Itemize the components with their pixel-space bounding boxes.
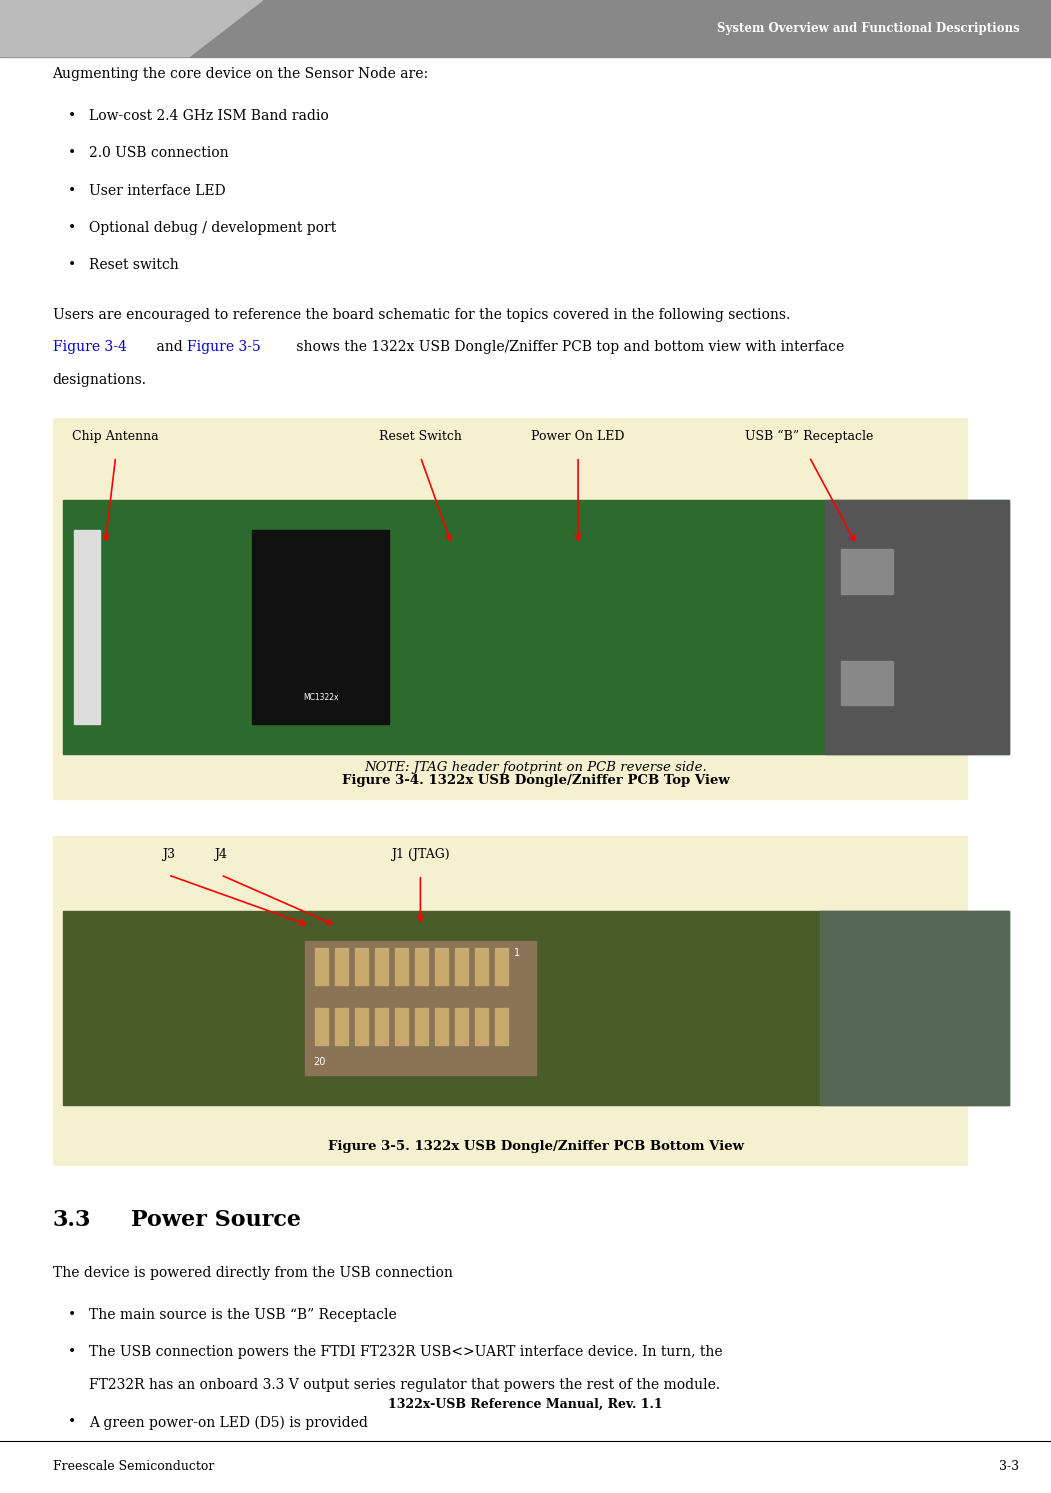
- Text: shows the 1322x USB Dongle/Zniffer PCB top and bottom view with interface: shows the 1322x USB Dongle/Zniffer PCB t…: [292, 340, 844, 354]
- Bar: [305, 941, 536, 1075]
- Bar: [820, 911, 1009, 1105]
- Bar: [53, 836, 967, 1165]
- Text: Optional debug / development port: Optional debug / development port: [89, 221, 336, 234]
- Text: Chip Antenna: Chip Antenna: [73, 430, 159, 443]
- Text: A green power-on LED (D5) is provided: A green power-on LED (D5) is provided: [89, 1415, 368, 1430]
- Text: Figure 3-5: Figure 3-5: [187, 340, 261, 354]
- Bar: [841, 549, 893, 594]
- Bar: [495, 1008, 508, 1045]
- Bar: [415, 948, 428, 985]
- Text: •: •: [68, 109, 77, 122]
- Bar: [475, 1008, 488, 1045]
- Bar: [825, 500, 1009, 754]
- Text: 3-3: 3-3: [1000, 1460, 1019, 1472]
- Text: System Overview and Functional Descriptions: System Overview and Functional Descripti…: [717, 22, 1019, 34]
- Bar: [252, 530, 389, 724]
- Text: J4: J4: [214, 848, 227, 861]
- Bar: [395, 1008, 408, 1045]
- Text: The main source is the USB “B” Receptacle: The main source is the USB “B” Receptacl…: [89, 1308, 397, 1321]
- Text: Power Source: Power Source: [131, 1209, 302, 1232]
- Text: Augmenting the core device on the Sensor Node are:: Augmenting the core device on the Sensor…: [53, 67, 429, 81]
- Text: FT232R has an onboard 3.3 V output series regulator that powers the rest of the : FT232R has an onboard 3.3 V output serie…: [89, 1378, 720, 1391]
- Text: USB “B” Receptacle: USB “B” Receptacle: [745, 430, 873, 443]
- Bar: [335, 1008, 348, 1045]
- Bar: [315, 1008, 328, 1045]
- Text: NOTE: JTAG header footprint on PCB reverse side.: NOTE: JTAG header footprint on PCB rever…: [365, 761, 707, 775]
- Bar: [375, 948, 388, 985]
- Text: User interface LED: User interface LED: [89, 184, 226, 197]
- Bar: [415, 1008, 428, 1045]
- Bar: [355, 1008, 368, 1045]
- Bar: [841, 660, 893, 705]
- Text: The USB connection powers the FTDI FT232R USB<>UART interface device. In turn, t: The USB connection powers the FTDI FT232…: [89, 1345, 723, 1359]
- Bar: [355, 948, 368, 985]
- Text: Figure 3-4: Figure 3-4: [53, 340, 126, 354]
- Text: •: •: [68, 258, 77, 272]
- Bar: [375, 1008, 388, 1045]
- Bar: [335, 948, 348, 985]
- Bar: [495, 948, 508, 985]
- Text: •: •: [68, 146, 77, 160]
- Text: J3: J3: [162, 848, 174, 861]
- Text: MC1322x: MC1322x: [303, 693, 338, 702]
- Text: Reset Switch: Reset Switch: [379, 430, 461, 443]
- Text: Freescale Semiconductor: Freescale Semiconductor: [53, 1460, 214, 1472]
- Text: 3.3: 3.3: [53, 1209, 91, 1232]
- Bar: [435, 948, 448, 985]
- Text: Reset switch: Reset switch: [89, 258, 179, 272]
- Text: Power On LED: Power On LED: [532, 430, 624, 443]
- Bar: [53, 418, 967, 799]
- Text: Users are encouraged to reference the board schematic for the topics covered in : Users are encouraged to reference the bo…: [53, 308, 789, 321]
- Text: 20: 20: [313, 1057, 326, 1067]
- Bar: [0, 0, 1051, 57]
- Text: •: •: [68, 1415, 77, 1429]
- Bar: [435, 1008, 448, 1045]
- Text: •: •: [68, 184, 77, 197]
- Text: and: and: [152, 340, 187, 354]
- Text: designations.: designations.: [53, 373, 146, 387]
- Bar: [315, 948, 328, 985]
- Text: 1: 1: [514, 948, 520, 959]
- Text: 2.0 USB connection: 2.0 USB connection: [89, 146, 229, 160]
- Bar: [475, 948, 488, 985]
- Text: •: •: [68, 1345, 77, 1359]
- Text: Low-cost 2.4 GHz ISM Band radio: Low-cost 2.4 GHz ISM Band radio: [89, 109, 329, 122]
- Bar: [74, 530, 100, 724]
- Text: 1322x-USB Reference Manual, Rev. 1.1: 1322x-USB Reference Manual, Rev. 1.1: [388, 1397, 663, 1411]
- Bar: [63, 911, 1009, 1105]
- Bar: [395, 948, 408, 985]
- Text: The device is powered directly from the USB connection: The device is powered directly from the …: [53, 1266, 452, 1280]
- Text: J1 (JTAG): J1 (JTAG): [391, 848, 450, 861]
- Bar: [455, 948, 468, 985]
- Text: •: •: [68, 221, 77, 234]
- Polygon shape: [0, 0, 263, 57]
- Text: Figure 3-5. 1322x USB Dongle/Zniffer PCB Bottom View: Figure 3-5. 1322x USB Dongle/Zniffer PCB…: [328, 1139, 744, 1153]
- Bar: [455, 1008, 468, 1045]
- Bar: [63, 500, 1009, 754]
- Text: •: •: [68, 1308, 77, 1321]
- Text: Figure 3-4. 1322x USB Dongle/Zniffer PCB Top View: Figure 3-4. 1322x USB Dongle/Zniffer PCB…: [343, 773, 729, 787]
